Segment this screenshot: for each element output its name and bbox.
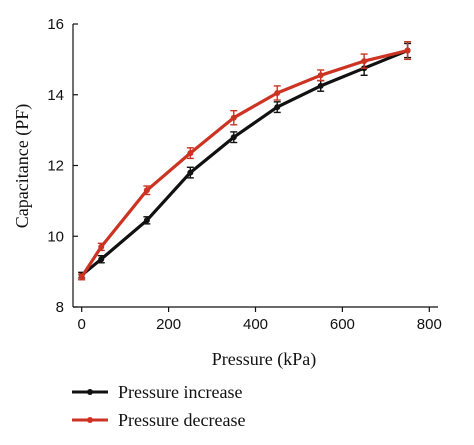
y-tick-label: 10: [47, 228, 64, 245]
x-tick-label: 600: [330, 316, 355, 333]
series-line: [80, 49, 409, 277]
data-point: [187, 150, 194, 157]
data-point: [230, 114, 237, 121]
data-point: [404, 47, 411, 54]
legend-swatch-marker: [87, 417, 93, 423]
data-point: [317, 72, 324, 79]
series-layer: [78, 40, 412, 281]
legend-entry: Pressure decrease: [72, 410, 245, 430]
data-point: [143, 187, 150, 194]
series-pressure-increase: [78, 42, 412, 279]
data-point: [361, 58, 368, 65]
legend: Pressure increase Pressure decrease: [72, 382, 245, 430]
data-point: [78, 273, 85, 280]
series-line: [80, 48, 408, 278]
axes: 0 200 400 600 800 8 10 12 14 16: [47, 16, 442, 333]
legend-entry: Pressure increase: [72, 382, 242, 402]
legend-swatch-marker: [87, 389, 93, 395]
x-tick-label: 800: [417, 316, 442, 333]
x-tick-label: 200: [156, 316, 181, 333]
legend-label: Pressure increase: [118, 382, 242, 402]
data-point: [230, 134, 237, 141]
y-tick-label: 14: [47, 87, 64, 104]
x-axis-label: Pressure (kPa): [212, 349, 316, 370]
x-tick-label: 0: [78, 316, 86, 333]
data-point: [317, 82, 324, 89]
data-point: [143, 217, 150, 224]
data-point: [187, 169, 194, 176]
data-point: [98, 256, 105, 263]
legend-label: Pressure decrease: [118, 410, 245, 430]
x-tick-label: 400: [243, 316, 268, 333]
y-axis-label: Capacitance (PF): [12, 104, 33, 228]
y-tick-label: 8: [56, 299, 64, 316]
y-tick-label: 12: [47, 158, 64, 175]
y-tick-label: 16: [47, 16, 64, 33]
data-point: [274, 104, 281, 111]
series-pressure-decrease: [78, 40, 412, 281]
data-point: [274, 89, 281, 96]
data-point: [98, 243, 105, 250]
